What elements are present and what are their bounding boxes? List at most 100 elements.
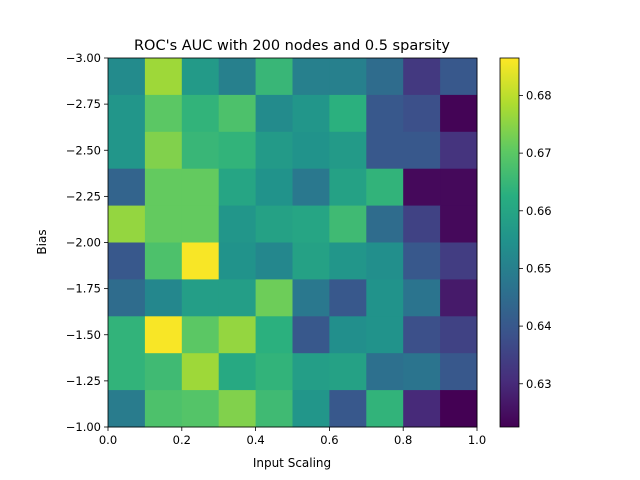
heatmap-cell xyxy=(292,58,330,96)
heatmap-cell xyxy=(329,168,367,207)
heatmap-cell xyxy=(292,242,330,280)
heatmap-cell xyxy=(366,131,404,170)
heatmap-cell xyxy=(255,242,293,280)
heatmap-cell xyxy=(292,168,330,207)
heatmap-cell xyxy=(329,58,367,96)
heatmap-cell xyxy=(255,131,293,170)
heatmap-cell xyxy=(366,58,404,96)
heatmap-cell xyxy=(292,390,330,428)
heatmap-cell xyxy=(181,390,220,428)
y-tick-label: −1.25 xyxy=(66,374,101,388)
heatmap-cell xyxy=(366,242,404,280)
heatmap-cell xyxy=(440,58,478,96)
y-tick-label: −2.75 xyxy=(66,97,101,111)
chart-title: ROC's AUC with 200 nodes and 0.5 sparsit… xyxy=(134,38,450,54)
heatmap-cell xyxy=(144,205,183,243)
x-tick-label: 1.0 xyxy=(468,433,486,447)
x-axis-ticks: 0.0 0.2 0.4 0.6 0.8 1.0 xyxy=(99,427,486,447)
heatmap-cell xyxy=(108,316,146,354)
heatmap-cell xyxy=(255,316,293,354)
heatmap-cell xyxy=(440,353,478,391)
heatmap-cell xyxy=(181,205,220,243)
colorbar-tick-label: 0.63 xyxy=(526,377,552,391)
heatmap-cell xyxy=(403,94,441,133)
colorbar-ticks: 0.63 0.64 0.65 0.66 0.67 0.68 xyxy=(519,88,552,391)
heatmap-cell xyxy=(108,242,146,280)
heatmap-cell xyxy=(108,205,146,243)
heatmap-cell xyxy=(255,168,293,207)
heatmap-cell xyxy=(108,58,146,96)
heatmap-cell xyxy=(108,168,146,207)
colorbar-tick-label: 0.68 xyxy=(526,88,552,102)
heatmap-cell xyxy=(255,205,293,243)
heatmap-cell xyxy=(329,353,367,391)
heatmap-cell xyxy=(329,242,367,280)
heatmap-cell xyxy=(218,58,257,96)
heatmap-cell xyxy=(144,242,183,280)
y-tick-label: −1.75 xyxy=(66,282,101,296)
heatmap-cell xyxy=(108,353,146,391)
heatmap-cell xyxy=(108,279,146,317)
heatmap-cell xyxy=(403,353,441,391)
heatmap-cell xyxy=(403,316,441,354)
heatmap-cell xyxy=(181,168,220,207)
heatmap-cell xyxy=(218,390,257,428)
heatmap-cell xyxy=(329,390,367,428)
heatmap-cell xyxy=(440,205,478,243)
heatmap-cell xyxy=(255,58,293,96)
heatmap-cell xyxy=(218,279,257,317)
heatmap-cell xyxy=(181,131,220,170)
heatmap-cell xyxy=(403,168,441,207)
y-tick-label: −2.50 xyxy=(66,143,101,157)
heatmap-cell xyxy=(403,390,441,428)
x-tick-label: 0.2 xyxy=(173,433,191,447)
heatmap-cell xyxy=(218,316,257,354)
heatmap-cell xyxy=(181,353,220,391)
heatmap-cell xyxy=(403,242,441,280)
heatmap-cell xyxy=(292,353,330,391)
heatmap-cell xyxy=(218,242,257,280)
heatmap-cell xyxy=(329,279,367,317)
heatmap-cell xyxy=(108,94,146,133)
heatmap-cell xyxy=(181,242,220,280)
heatmap-cell xyxy=(255,94,293,133)
heatmap-cell xyxy=(403,205,441,243)
heatmap-cell xyxy=(108,131,146,170)
heatmap-cell xyxy=(108,390,146,428)
heatmap-cell xyxy=(218,205,257,243)
x-tick-label: 0.0 xyxy=(99,433,117,447)
heatmap-cell xyxy=(218,168,257,207)
heatmap-cell xyxy=(292,205,330,243)
y-axis-ticks: −3.00 −2.75 −2.50 −2.25 −2.00 −1.75 −1.50 −1.25… xyxy=(66,51,108,434)
heatmap-cell xyxy=(440,94,478,133)
heatmap-cell xyxy=(255,353,293,391)
x-axis-label: Input Scaling xyxy=(253,456,331,470)
heatmap-cell xyxy=(440,279,478,317)
heatmap-cell xyxy=(403,279,441,317)
heatmap-cell xyxy=(403,131,441,170)
heatmap-cell xyxy=(181,94,220,133)
colorbar-tick-label: 0.64 xyxy=(526,319,552,333)
heatmap-cell xyxy=(366,353,404,391)
heatmap-cell xyxy=(144,316,183,354)
heatmap-cell xyxy=(366,279,404,317)
heatmap-cell xyxy=(329,316,367,354)
x-tick-label: 0.4 xyxy=(246,433,264,447)
y-tick-label: −1.00 xyxy=(66,420,101,434)
y-tick-label: −3.00 xyxy=(66,51,101,65)
heatmap-cell xyxy=(181,279,220,317)
heatmap-cell xyxy=(440,168,478,207)
heatmap-cell xyxy=(329,205,367,243)
heatmap-cells xyxy=(108,58,478,428)
x-tick-label: 0.6 xyxy=(320,433,338,447)
heatmap-cell xyxy=(329,94,367,133)
heatmap-cell xyxy=(292,279,330,317)
heatmap-cell xyxy=(218,131,257,170)
heatmap-cell xyxy=(366,390,404,428)
colorbar-tick-label: 0.66 xyxy=(526,204,552,218)
x-tick-label: 0.8 xyxy=(394,433,412,447)
y-axis-label: Bias xyxy=(35,229,49,254)
heatmap-cell xyxy=(144,279,183,317)
heatmap-cell xyxy=(144,58,183,96)
